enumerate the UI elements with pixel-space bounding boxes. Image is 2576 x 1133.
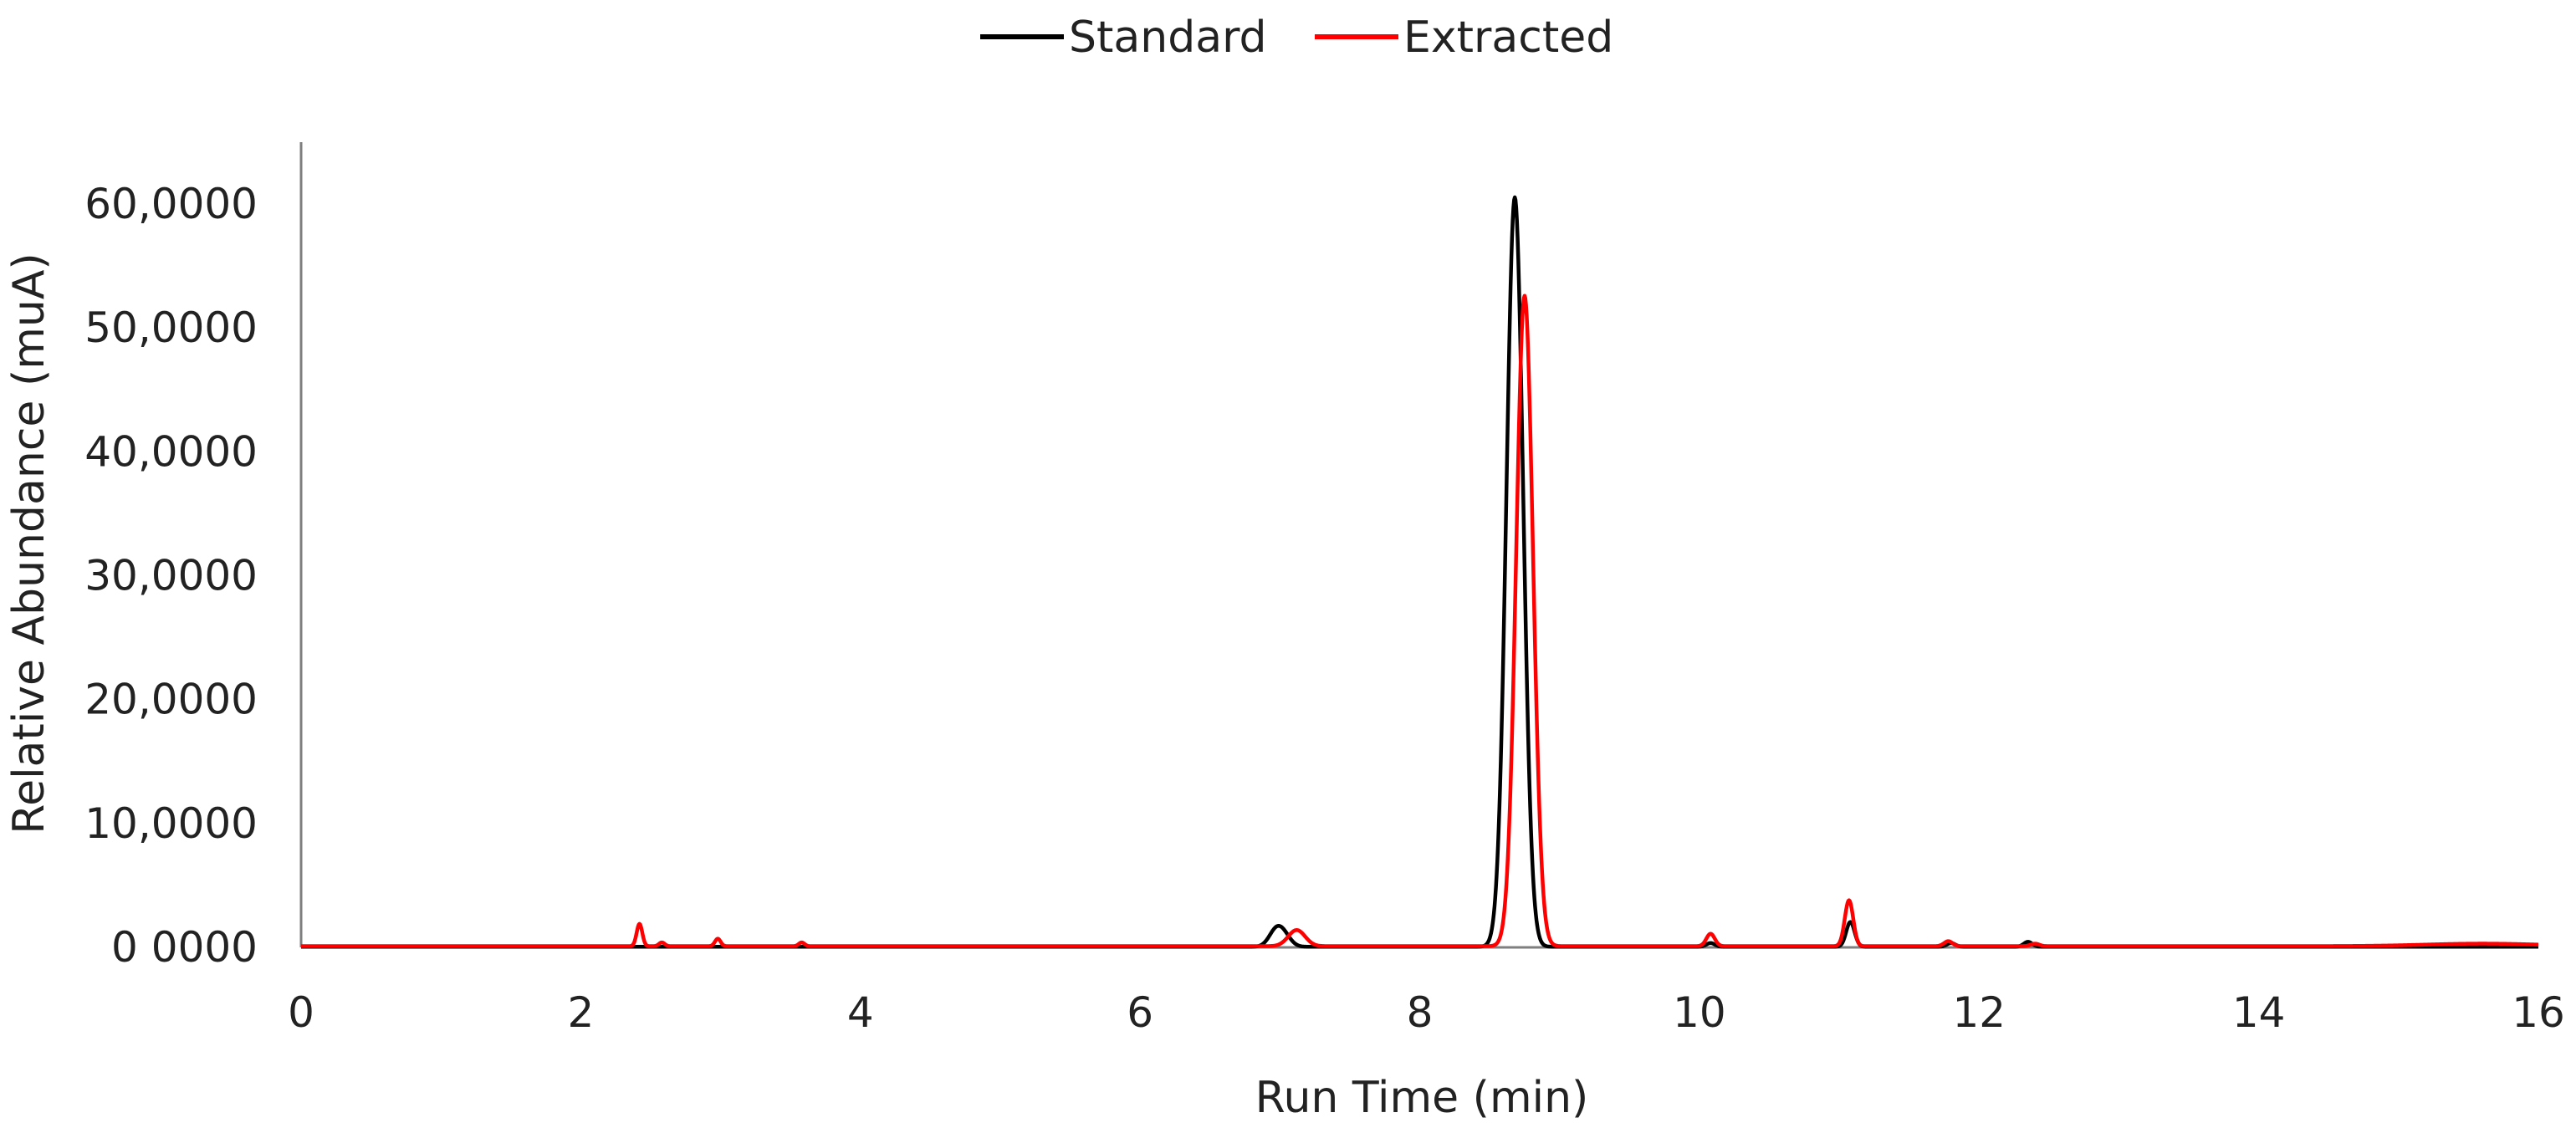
y-tick-label: 60,0000: [84, 180, 258, 228]
y-tick-label: 40,0000: [84, 427, 258, 476]
y-tick-label: 50,0000: [84, 304, 258, 352]
x-axis-title: Run Time (min): [1255, 1073, 1589, 1123]
series-line-standard: [299, 195, 2540, 949]
series-line-extracted: [299, 293, 2540, 948]
x-tick-label: 8: [1407, 988, 1434, 1037]
x-tick-label: 16: [2512, 988, 2565, 1037]
series-layer: [299, 195, 2540, 949]
x-tick-label: 12: [1952, 988, 2006, 1037]
y-tick-label: 20,0000: [84, 676, 258, 724]
y-tick-label: 30,0000: [84, 552, 258, 600]
x-tick-label: 4: [847, 988, 874, 1037]
y-tick-label: 10,0000: [84, 799, 258, 848]
x-tick-label: 0: [288, 988, 314, 1037]
y-tick-label: 0 0000: [111, 923, 258, 972]
legend-label-standard: Standard: [1069, 13, 1267, 63]
x-tick-label: 2: [567, 988, 594, 1037]
legend-label-extracted: Extracted: [1403, 13, 1613, 63]
x-tick-label: 10: [1673, 988, 1726, 1037]
axes: 0 0000 10,0000 20,0000 30,0000 40,0000 50,000…: [84, 142, 2565, 1037]
x-tick-label: 6: [1127, 988, 1153, 1037]
y-axis-title: Relative Abundance (muA): [4, 253, 54, 834]
legend: Standard Extracted: [980, 13, 1613, 63]
x-tick-label: 14: [2232, 988, 2286, 1037]
